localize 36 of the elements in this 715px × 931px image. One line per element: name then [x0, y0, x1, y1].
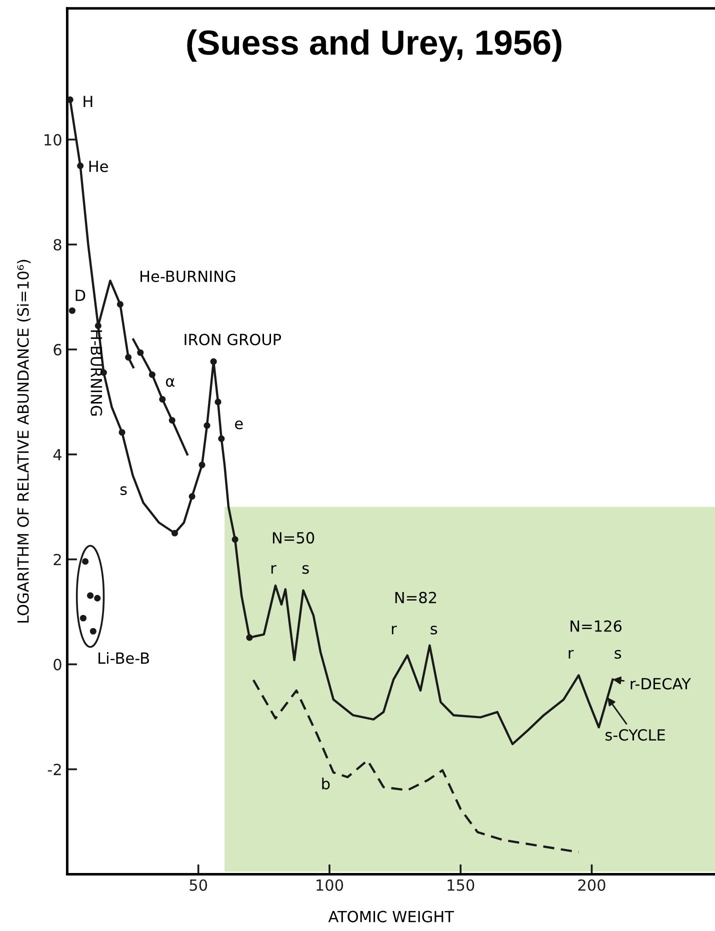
annotation: s-CYCLE [606, 729, 665, 741]
x-tick-label: 200 [578, 879, 606, 891]
annotation: b [322, 778, 330, 790]
annotation: N=82 [395, 592, 436, 604]
y-tick-label: 6 [54, 344, 62, 356]
annotation: Li-Be-B [98, 652, 150, 664]
y-tick-label: -2 [48, 764, 61, 776]
annotation: r [392, 626, 397, 634]
x-tick-label: 150 [448, 879, 474, 891]
annotation: r [271, 565, 276, 574]
y-tick-label: 10 [44, 134, 62, 146]
annotation: D [76, 290, 86, 301]
annotation: s [430, 626, 438, 634]
annotation: H-BURNING [90, 330, 102, 416]
y-tick-label: 4 [53, 449, 62, 460]
y-axis-title: LOGARITHM OF RELATIVE ABUNDANCE (Si=10⁶) [17, 260, 31, 623]
x-tick-label: 50 [190, 879, 208, 891]
annotation: He-BURNING [140, 270, 236, 282]
annotation: r-DECAY [630, 678, 691, 690]
annotation: s [120, 486, 127, 496]
y-tick-label: 0 [54, 658, 62, 670]
annotation: H [84, 96, 92, 107]
annotation: r [568, 650, 574, 659]
annotation: IRON GROUP [184, 334, 282, 346]
annotation: e [235, 420, 243, 430]
text: (Suess and Urey, 1956) [187, 29, 562, 62]
annotation: N=126 [570, 620, 622, 632]
y-tick-label: 2 [54, 554, 61, 566]
annotation: He [89, 160, 108, 172]
annotation: s [302, 565, 309, 574]
x-axis-title: ATOMIC WEIGHT [328, 910, 454, 922]
annotation: s [614, 650, 622, 659]
annotation: N=50 [272, 532, 314, 544]
x-tick-label: 100 [316, 879, 344, 891]
y-tick-label: 8 [54, 238, 62, 251]
annotation: α [166, 378, 175, 387]
